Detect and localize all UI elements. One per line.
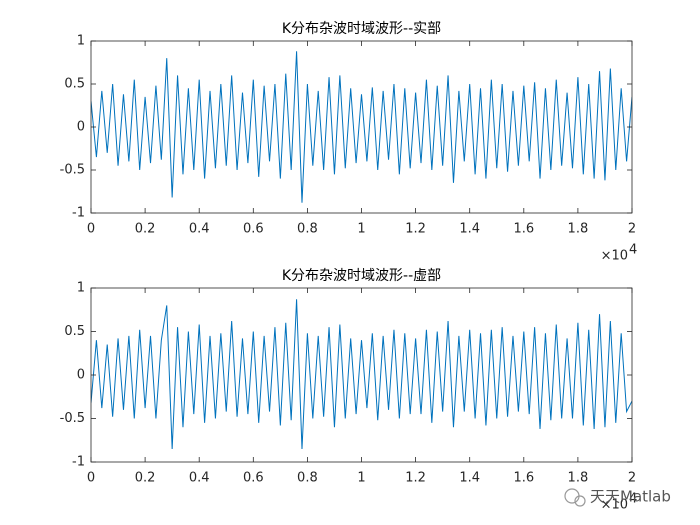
y-tick-label: -0.5 — [60, 411, 85, 426]
x-tick-label: 0.4 — [189, 471, 210, 486]
axes: -1 -0.5 0 0.5 1 0 0.2 0.4 0.6 0.8 1 1.2 1.4 1.6 1.8 2×1… — [60, 21, 638, 264]
watermark: 天天Matlab — [564, 488, 671, 507]
x-tick-label: 0 — [87, 222, 95, 237]
x-tick-label: 0.8 — [297, 471, 318, 486]
x-tick-label: 0.6 — [243, 222, 264, 237]
data-line — [91, 51, 632, 203]
x-tick-label: 1 — [357, 471, 365, 486]
x-tick-label: 0 — [87, 471, 95, 486]
x-tick-label: 1.6 — [513, 222, 534, 237]
y-tick-label: 0.5 — [64, 324, 85, 339]
y-tick-label: -1 — [72, 455, 85, 470]
x-tick-label: 0.2 — [135, 471, 156, 486]
chart-title: K分布杂波时域波形--虚部 — [282, 268, 441, 284]
x-exponent-base: ×10 — [601, 249, 628, 264]
x-tick-label: 1.8 — [568, 471, 589, 486]
y-tick-label: 0.5 — [64, 77, 85, 92]
x-tick-label: 1.4 — [459, 471, 480, 486]
x-tick-label: 1 — [357, 222, 365, 237]
x-tick-label: 2 — [628, 471, 636, 486]
x-exponent-power: 4 — [629, 243, 637, 258]
x-tick-label: 1.6 — [513, 471, 534, 486]
y-tick-label: 0 — [77, 120, 85, 135]
watermark-icon — [574, 495, 586, 507]
plot-area — [91, 288, 632, 462]
x-tick-label: 1.8 — [568, 222, 589, 237]
x-tick-label: 0.4 — [189, 222, 210, 237]
x-tick-label: 2 — [628, 222, 636, 237]
watermark-text: 天天Matlab — [590, 488, 671, 506]
y-tick-label: 1 — [77, 281, 85, 296]
x-tick-label: 1.2 — [405, 222, 426, 237]
axes: -1 -0.5 0 0.5 1 0 0.2 0.4 0.6 0.8 1 1.2 1.4 1.6 1.8 2×1… — [60, 268, 638, 513]
x-tick-label: 1.4 — [459, 222, 480, 237]
y-tick-label: 1 — [77, 34, 85, 49]
x-exponent-base: ×10 — [601, 498, 628, 513]
plot — [91, 51, 632, 203]
x-tick-label: 1.2 — [405, 471, 426, 486]
plot-area — [91, 41, 632, 213]
x-tick-label: 0.8 — [297, 222, 318, 237]
x-exponent-power: 4 — [629, 492, 637, 507]
chart-title: K分布杂波时域波形--实部 — [282, 21, 441, 37]
y-tick-label: -1 — [72, 206, 85, 221]
x-tick-label: 0.2 — [135, 222, 156, 237]
x-tick-label: 0.6 — [243, 471, 264, 486]
y-tick-label: 0 — [77, 368, 85, 383]
data-line — [91, 299, 632, 449]
plot — [91, 299, 632, 449]
y-tick-label: -0.5 — [60, 163, 85, 178]
